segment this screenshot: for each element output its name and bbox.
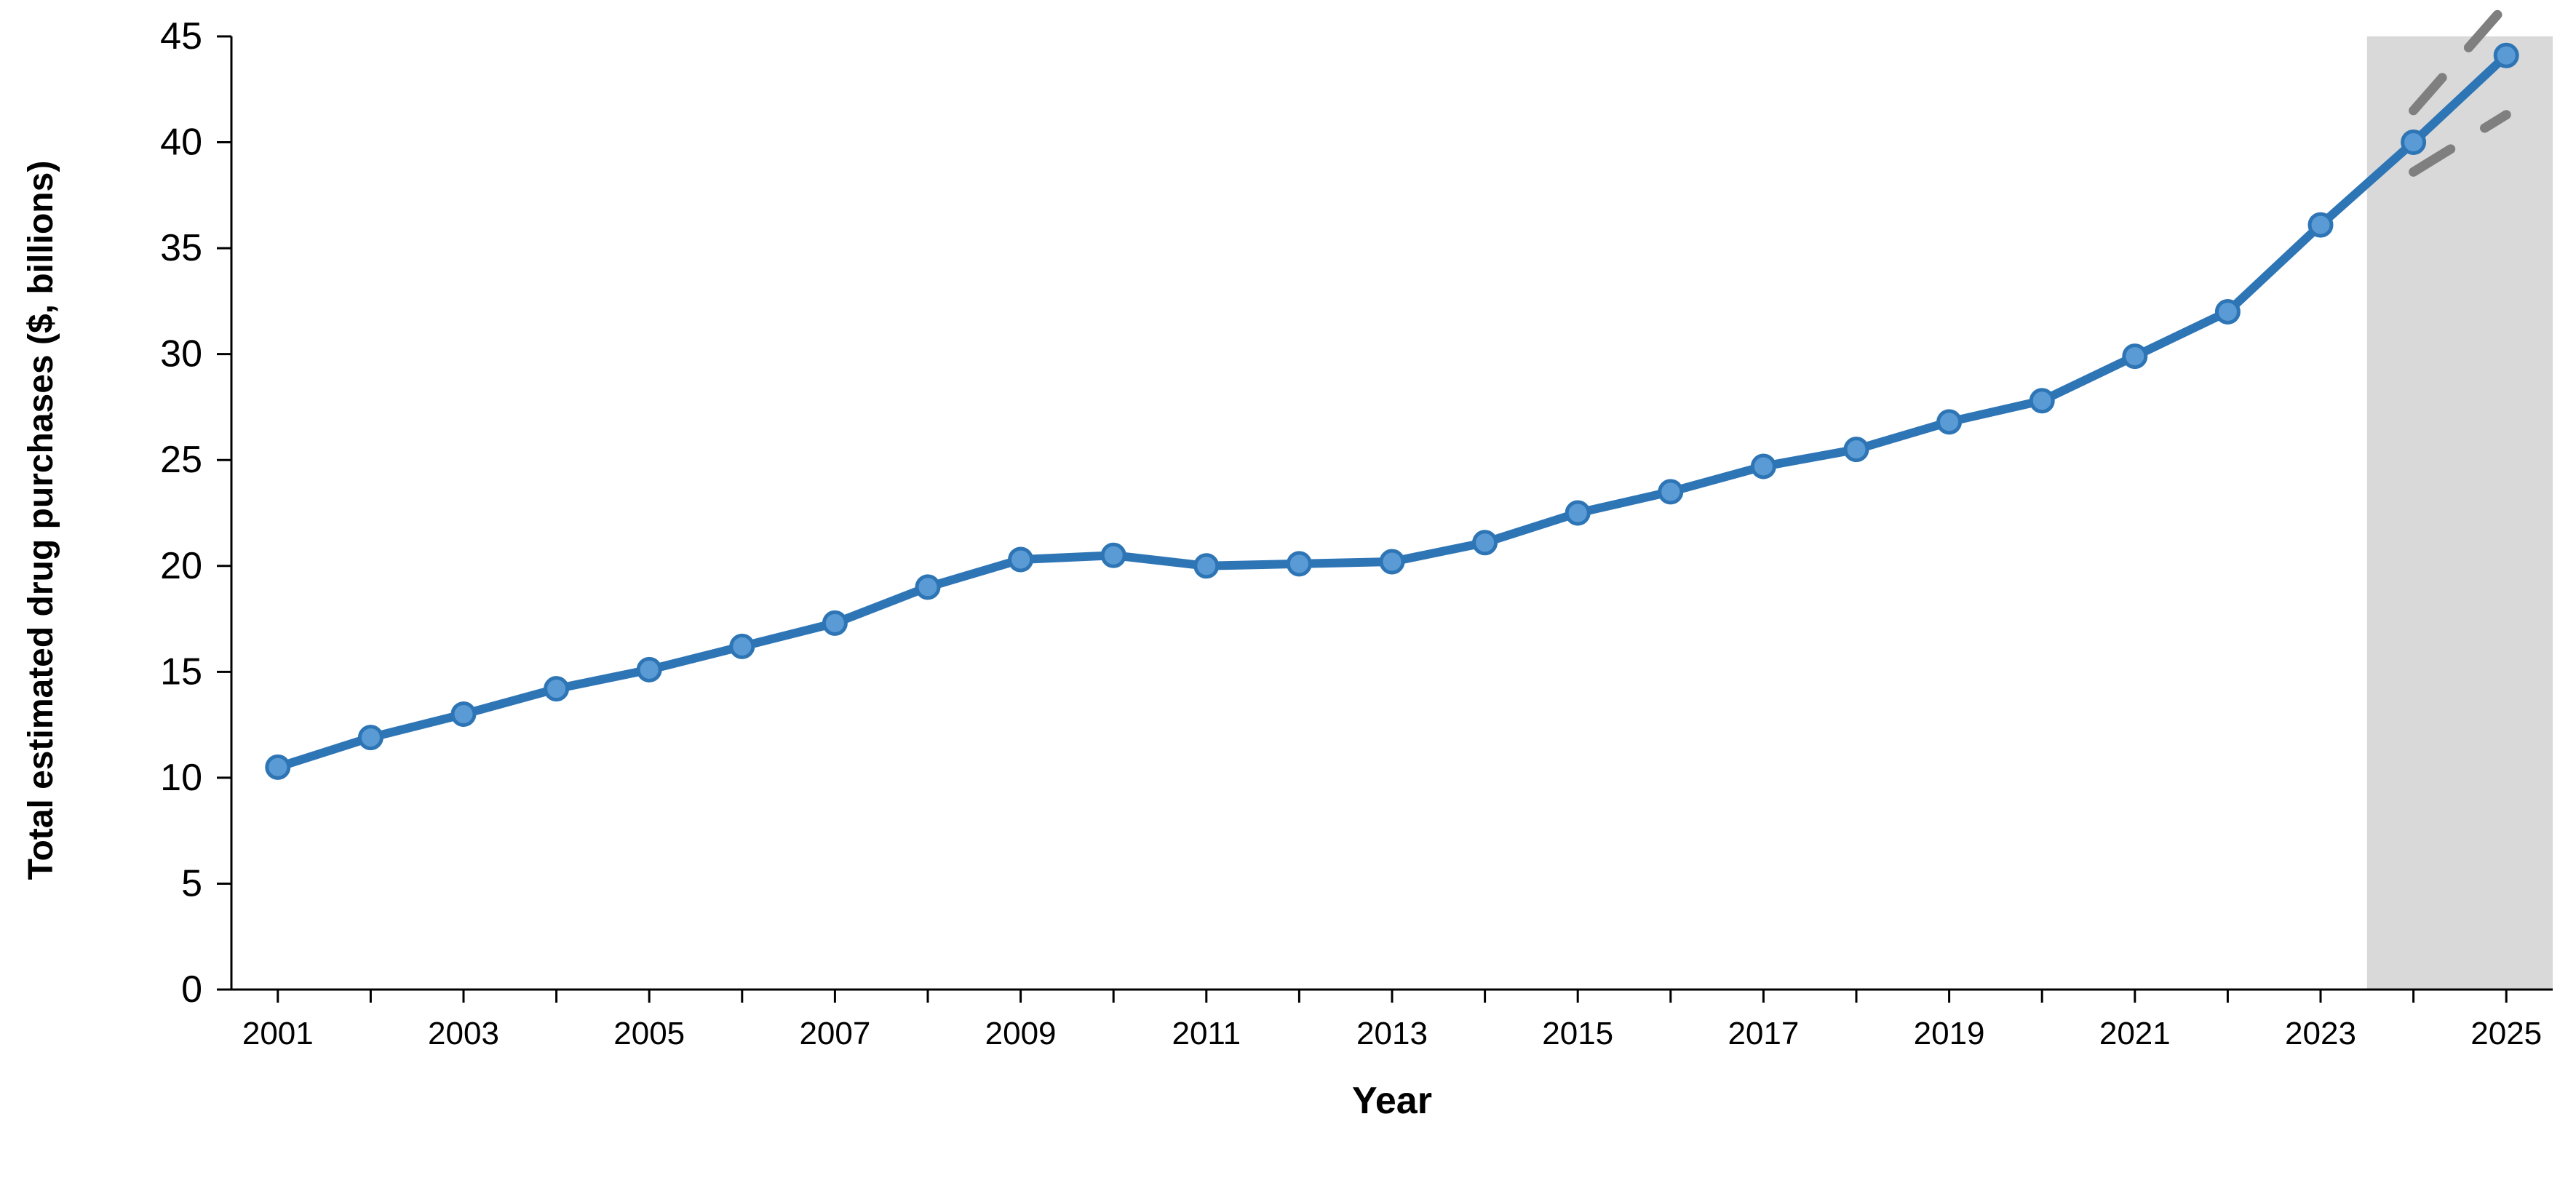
data-point: [1936, 409, 1963, 435]
upper-interval-line: [2409, 0, 2511, 116]
data-point: [357, 725, 383, 751]
y-tick-label: 20: [160, 545, 202, 587]
x-tick-label: 2015: [1542, 1016, 1613, 1051]
x-tick-label: 2019: [1914, 1016, 1985, 1051]
y-tick-label: 5: [181, 862, 202, 904]
data-point: [1193, 553, 1220, 579]
data-point: [822, 610, 848, 636]
y-tick-label: 25: [160, 439, 202, 481]
y-tick-label: 10: [160, 757, 202, 799]
data-point: [915, 574, 941, 600]
data-point: [2401, 130, 2427, 156]
y-tick-label: 30: [160, 333, 202, 375]
y-tick-label: 0: [181, 968, 202, 1011]
x-tick-label: 2007: [799, 1016, 870, 1051]
data-point: [2214, 298, 2241, 325]
data-point: [1286, 551, 1312, 577]
data-point: [1100, 542, 1126, 568]
x-tick-label: 2013: [1356, 1016, 1428, 1051]
data-point: [636, 656, 662, 682]
data-point: [1008, 546, 1034, 573]
data-point: [2029, 388, 2055, 414]
data-point: [1565, 500, 1591, 526]
series-line: [273, 51, 2511, 772]
y-axis-title: Total estimated drug purchases ($, billi…: [22, 161, 60, 880]
x-tick-label: 2025: [2470, 1016, 2542, 1051]
projection-shading-layer: [2366, 36, 2553, 990]
data-point: [2307, 212, 2334, 238]
data-point: [1843, 437, 1869, 463]
data-point: [729, 633, 755, 659]
series-layer: [265, 0, 2519, 780]
y-tick-label: 15: [160, 650, 202, 693]
data-point: [1750, 453, 1776, 479]
x-tick-label: 2003: [428, 1016, 499, 1051]
y-tick-label: 35: [160, 227, 202, 269]
x-tick-label: 2005: [613, 1016, 685, 1051]
data-point: [450, 701, 477, 728]
y-tick-label: 45: [160, 15, 202, 57]
x-tick-label: 2011: [1172, 1016, 1241, 1051]
data-point: [1472, 530, 1498, 556]
data-point: [2493, 42, 2519, 68]
projection-shading: [2366, 36, 2553, 990]
x-tick-label: 2023: [2285, 1016, 2356, 1051]
data-point: [1658, 479, 1684, 505]
axes: [217, 35, 2553, 1003]
y-tick-label: 40: [160, 122, 202, 164]
x-axis-title: Year: [1352, 1080, 1432, 1122]
x-tick-label: 2001: [242, 1016, 314, 1051]
data-point: [1379, 549, 1405, 575]
x-tick-label: 2021: [2099, 1016, 2171, 1051]
lower-interval-line: [2409, 110, 2511, 177]
x-tick-label: 2009: [985, 1016, 1057, 1051]
data-point: [2122, 343, 2148, 370]
x-tick-label: 2017: [1728, 1016, 1799, 1051]
data-point: [544, 676, 570, 702]
data-point: [265, 754, 291, 780]
